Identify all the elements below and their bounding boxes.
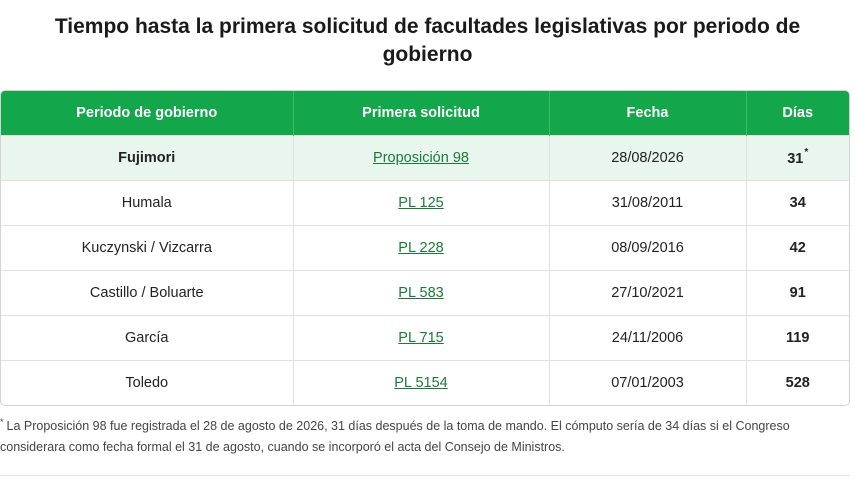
request-cell: PL 228 bbox=[293, 224, 550, 270]
days-cell: 91 bbox=[746, 269, 849, 315]
divider bbox=[0, 475, 850, 476]
request-cell: PL 715 bbox=[293, 314, 550, 360]
date-cell: 08/09/2016 bbox=[549, 224, 747, 270]
table-row: Humala PL 125 31/08/2011 34 bbox=[1, 179, 849, 225]
period-cell: Toledo bbox=[1, 359, 294, 405]
request-link[interactable]: PL 583 bbox=[398, 284, 444, 301]
table-row: Castillo / Boluarte PL 583 27/10/2021 91 bbox=[1, 269, 849, 315]
footnote-marker: * bbox=[804, 146, 809, 158]
period-cell: Kuczynski / Vizcarra bbox=[1, 224, 294, 270]
days-cell: 34 bbox=[746, 179, 849, 225]
request-link[interactable]: PL 715 bbox=[398, 329, 444, 346]
days-cell: 42 bbox=[746, 224, 849, 270]
table-row: Toledo PL 5154 07/01/2003 528 bbox=[1, 359, 849, 405]
request-link[interactable]: Proposición 98 bbox=[373, 149, 469, 166]
results-table: Periodo de gobierno Primera solicitud Fe… bbox=[0, 90, 850, 406]
footnote-marker: * bbox=[0, 417, 4, 427]
period-cell: Castillo / Boluarte bbox=[1, 269, 294, 315]
footnote-text: La Proposición 98 fue registrada el 28 d… bbox=[0, 419, 790, 455]
days-cell: 119 bbox=[746, 314, 849, 360]
period-cell: Humala bbox=[1, 179, 294, 225]
column-header-date: Fecha bbox=[549, 91, 747, 135]
column-header-request: Primera solicitud bbox=[293, 91, 550, 135]
column-header-period: Periodo de gobierno bbox=[1, 91, 294, 135]
date-cell: 27/10/2021 bbox=[549, 269, 747, 315]
footnote: * La Proposición 98 fue registrada el 28 … bbox=[0, 412, 840, 458]
date-cell: 31/08/2011 bbox=[549, 179, 747, 225]
request-cell: PL 583 bbox=[293, 269, 550, 315]
page-title: Tiempo hasta la primera solicitud de fac… bbox=[54, 15, 801, 66]
table-row: Kuczynski / Vizcarra PL 228 08/09/2016 4… bbox=[1, 224, 849, 270]
table-row: Fujimori Proposición 98 28/08/2026 31* bbox=[1, 134, 849, 180]
table-row: García PL 715 24/11/2006 119 bbox=[1, 314, 849, 360]
request-link[interactable]: PL 5154 bbox=[394, 374, 448, 391]
period-cell: Fujimori bbox=[1, 134, 294, 180]
request-cell: PL 5154 bbox=[293, 359, 550, 405]
request-cell: PL 125 bbox=[293, 179, 550, 225]
table-header-row: Periodo de gobierno Primera solicitud Fe… bbox=[1, 91, 849, 135]
date-cell: 24/11/2006 bbox=[549, 314, 747, 360]
days-value: 31 bbox=[787, 150, 804, 167]
request-link[interactable]: PL 228 bbox=[398, 239, 444, 256]
date-cell: 07/01/2003 bbox=[549, 359, 747, 405]
period-cell: García bbox=[1, 314, 294, 360]
request-link[interactable]: PL 125 bbox=[398, 194, 444, 211]
days-cell: 31* bbox=[746, 134, 849, 180]
column-header-days: Días bbox=[746, 91, 849, 135]
request-cell: Proposición 98 bbox=[293, 134, 550, 180]
date-cell: 28/08/2026 bbox=[549, 134, 747, 180]
days-cell: 528 bbox=[746, 359, 849, 405]
